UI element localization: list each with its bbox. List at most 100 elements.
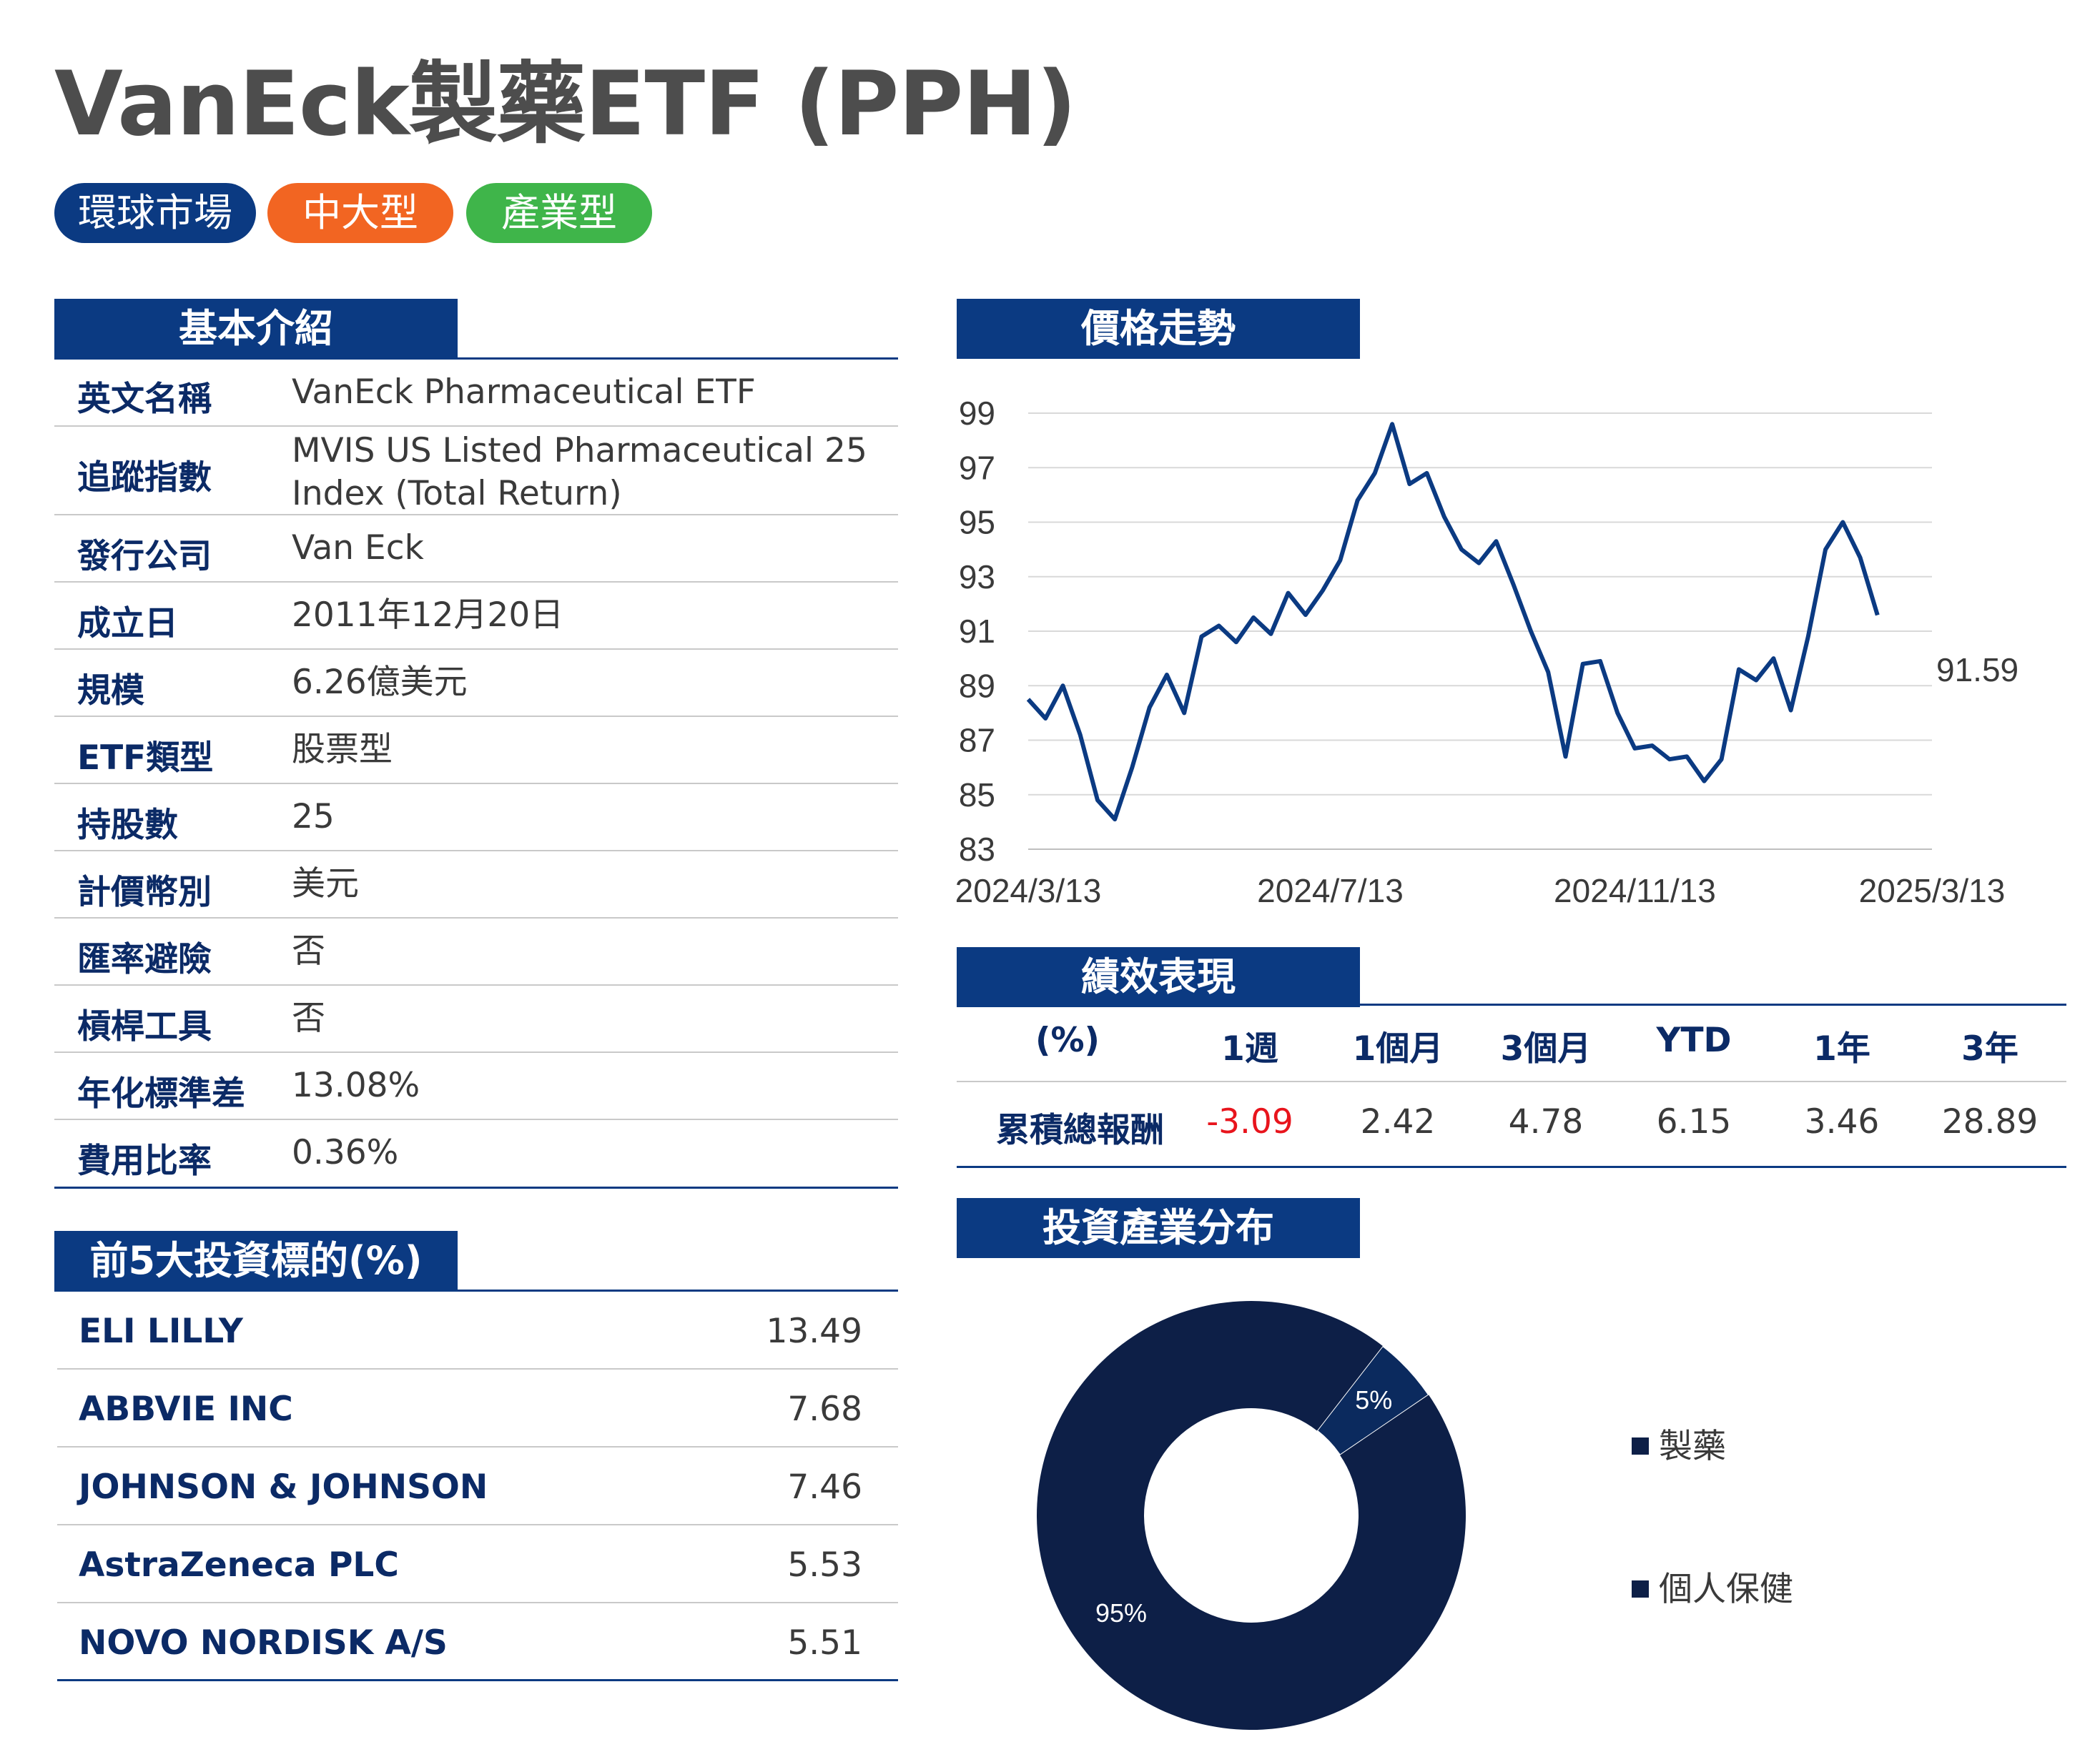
info-label: 成立日 <box>77 604 178 643</box>
legend-personal-care: 個人保健 <box>1632 1561 1793 1610</box>
info-value: 否 <box>292 931 325 971</box>
price-trend-heading: 價格走勢 <box>957 299 1360 359</box>
legend-swatch-personal-care <box>1632 1580 1649 1598</box>
holdings-rule <box>54 1290 898 1292</box>
holding-name: JOHNSON & JOHNSON <box>79 1468 488 1507</box>
perf-value-ytd: 6.15 <box>1656 1102 1732 1142</box>
info-label: 持股數 <box>77 806 178 845</box>
info-label: 費用比率 <box>77 1142 212 1181</box>
info-value: 25 <box>292 797 335 836</box>
y-tick-label: 93 <box>959 558 995 595</box>
holdings-heading: 前5大投資標的(%) <box>54 1231 458 1291</box>
donut-label-personal-care: 5% <box>1355 1385 1392 1415</box>
perf-header-unit: (%) <box>1035 1021 1100 1060</box>
holding-name: AstraZeneca PLC <box>79 1545 399 1585</box>
holding-weight: 13.49 <box>766 1312 862 1351</box>
price-series-line <box>1026 422 1880 822</box>
perf-row-label: 累積總報酬 <box>996 1111 1164 1150</box>
perf-header-1y: 1年 <box>1813 1029 1870 1069</box>
tag-sector[interactable]: 產業型 <box>466 183 652 243</box>
x-tick-label: 2024/3/13 <box>955 872 1102 909</box>
info-label: 匯率避險 <box>77 940 212 979</box>
donut-label-pharma: 95% <box>1095 1598 1147 1628</box>
info-row-english-name: 英文名稱 VanEck Pharmaceutical ETF <box>54 360 898 427</box>
y-tick-label: 83 <box>959 831 995 868</box>
y-tick-label: 99 <box>959 395 995 432</box>
tag-global-market[interactable]: 環球市場 <box>54 183 256 243</box>
holding-weight: 7.68 <box>787 1390 862 1429</box>
info-value: 0.36% <box>292 1133 399 1172</box>
legend-swatch-pharma <box>1632 1437 1649 1455</box>
info-row-fx-hedge: 匯率避險 否 <box>54 919 898 986</box>
y-tick-label: 89 <box>959 667 995 704</box>
y-tick-label: 97 <box>959 449 995 486</box>
performance-rule-top <box>957 1004 2066 1006</box>
basic-info-rule <box>54 357 898 360</box>
page-title: VanEck製藥ETF (PPH) <box>54 53 1077 156</box>
info-value: 美元 <box>292 864 359 904</box>
x-tick-label: 2024/11/13 <box>1554 872 1716 909</box>
info-value: 股票型 <box>292 730 393 769</box>
perf-header-3m: 3個月 <box>1500 1029 1592 1069</box>
info-row-aum: 規模 6.26億美元 <box>54 650 898 717</box>
info-row-etf-type: ETF類型 股票型 <box>54 717 898 784</box>
perf-header-1m: 1個月 <box>1352 1029 1444 1069</box>
performance-rule-bottom <box>957 1166 2066 1168</box>
info-label: 槓桿工具 <box>77 1007 212 1046</box>
holding-name: ELI LILLY <box>79 1312 243 1351</box>
info-value: 否 <box>292 999 325 1038</box>
perf-value-1y: 3.46 <box>1804 1102 1880 1142</box>
holding-row: AstraZeneca PLC 5.53 <box>57 1525 898 1603</box>
perf-value-3m: 4.78 <box>1508 1102 1584 1142</box>
holding-weight: 7.46 <box>787 1468 862 1507</box>
perf-value-1m: 2.42 <box>1360 1102 1436 1142</box>
y-tick-label: 95 <box>959 504 995 541</box>
info-label: 規模 <box>77 671 144 711</box>
perf-header-ytd: YTD <box>1656 1021 1732 1060</box>
holding-row: ABBVIE INC 7.68 <box>57 1370 898 1447</box>
y-tick-label: 91 <box>959 613 995 650</box>
info-label: 年化標準差 <box>77 1074 245 1114</box>
info-row-expense-ratio: 費用比率 0.36% <box>54 1120 898 1189</box>
holding-name: NOVO NORDISK A/S <box>79 1623 448 1663</box>
info-label: 發行公司 <box>77 537 212 576</box>
info-value: 13.08% <box>292 1066 420 1105</box>
perf-value-3y: 28.89 <box>1941 1102 2039 1142</box>
info-row-issuer: 發行公司 Van Eck <box>54 515 898 583</box>
performance-heading: 績效表現 <box>957 947 1360 1007</box>
perf-header-3y: 3年 <box>1961 1029 2018 1069</box>
info-label: 追蹤指數 <box>77 458 212 498</box>
info-row-std-dev: 年化標準差 13.08% <box>54 1053 898 1120</box>
info-row-inception: 成立日 2011年12月20日 <box>54 583 898 650</box>
info-value: MVIS US Listed Pharmaceutical 25 Index (… <box>292 431 867 513</box>
industry-heading: 投資產業分布 <box>957 1198 1360 1258</box>
info-label: 英文名稱 <box>77 380 212 419</box>
legend-label: 製藥 <box>1659 1427 1726 1466</box>
info-row-leverage: 槓桿工具 否 <box>54 986 898 1053</box>
performance-rule-mid <box>957 1081 2066 1082</box>
info-value: VanEck Pharmaceutical ETF <box>292 372 756 412</box>
donut-slice-pharma <box>1036 1300 1466 1730</box>
tag-mid-large-cap[interactable]: 中大型 <box>267 183 453 243</box>
last-price-label: 91.59 <box>1936 651 2018 688</box>
holding-row: ELI LILLY 13.49 <box>57 1292 898 1370</box>
holding-row: NOVO NORDISK A/S 5.51 <box>57 1603 898 1681</box>
perf-header-1w: 1週 <box>1221 1029 1278 1069</box>
info-value: 6.26億美元 <box>292 663 468 702</box>
holding-name: ABBVIE INC <box>79 1390 293 1429</box>
holding-row: JOHNSON & JOHNSON 7.46 <box>57 1447 898 1525</box>
x-tick-label: 2024/7/13 <box>1257 872 1404 909</box>
info-row-holdings-count: 持股數 25 <box>54 784 898 851</box>
info-row-currency: 計價幣別 美元 <box>54 851 898 919</box>
info-value: 2011年12月20日 <box>292 595 564 635</box>
holding-weight: 5.51 <box>787 1623 862 1663</box>
y-tick-label: 87 <box>959 722 995 759</box>
info-row-tracking-index: 追蹤指數 MVIS US Listed Pharmaceutical 25 In… <box>54 427 898 515</box>
holding-weight: 5.53 <box>787 1545 862 1585</box>
info-value: Van Eck <box>292 528 424 568</box>
price-chart: 83 85 87 89 91 93 95 97 99 2024/3/13 2024/7/13 202… <box>955 395 2018 909</box>
industry-donut-chart: 5% 95% <box>1036 1300 1466 1730</box>
basic-info-heading: 基本介紹 <box>54 299 458 359</box>
legend-pharma: 製藥 <box>1632 1418 1726 1468</box>
perf-value-1w: -3.09 <box>1206 1102 1293 1142</box>
